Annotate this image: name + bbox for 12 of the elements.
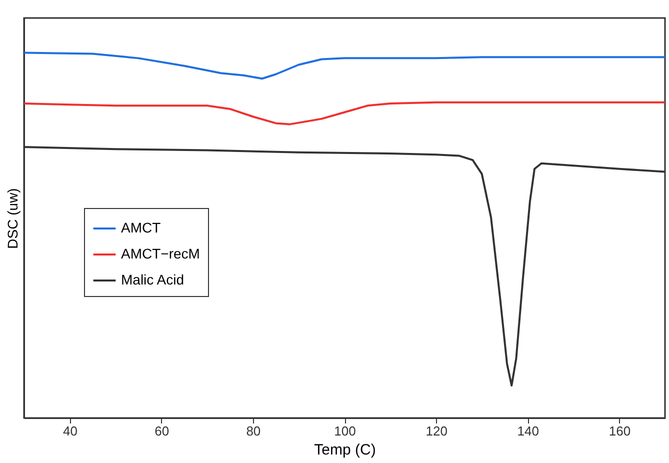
x-tick-label: 100 xyxy=(334,424,356,438)
legend-label: AMCT−recM xyxy=(121,246,200,262)
y-axis-title: DSC (uw) xyxy=(4,188,20,249)
legend-label: AMCT xyxy=(121,220,162,236)
x-tick-label: 140 xyxy=(517,424,539,438)
x-tick-label: 60 xyxy=(154,424,170,438)
x-axis-title: Temp (C) xyxy=(314,442,376,458)
legend-label: Malic Acid xyxy=(121,272,184,288)
x-tick-label: 160 xyxy=(608,424,631,438)
x-tick-label: 40 xyxy=(63,424,78,438)
x-tick-label: 80 xyxy=(246,424,261,438)
x-tick-label: 120 xyxy=(426,424,448,438)
